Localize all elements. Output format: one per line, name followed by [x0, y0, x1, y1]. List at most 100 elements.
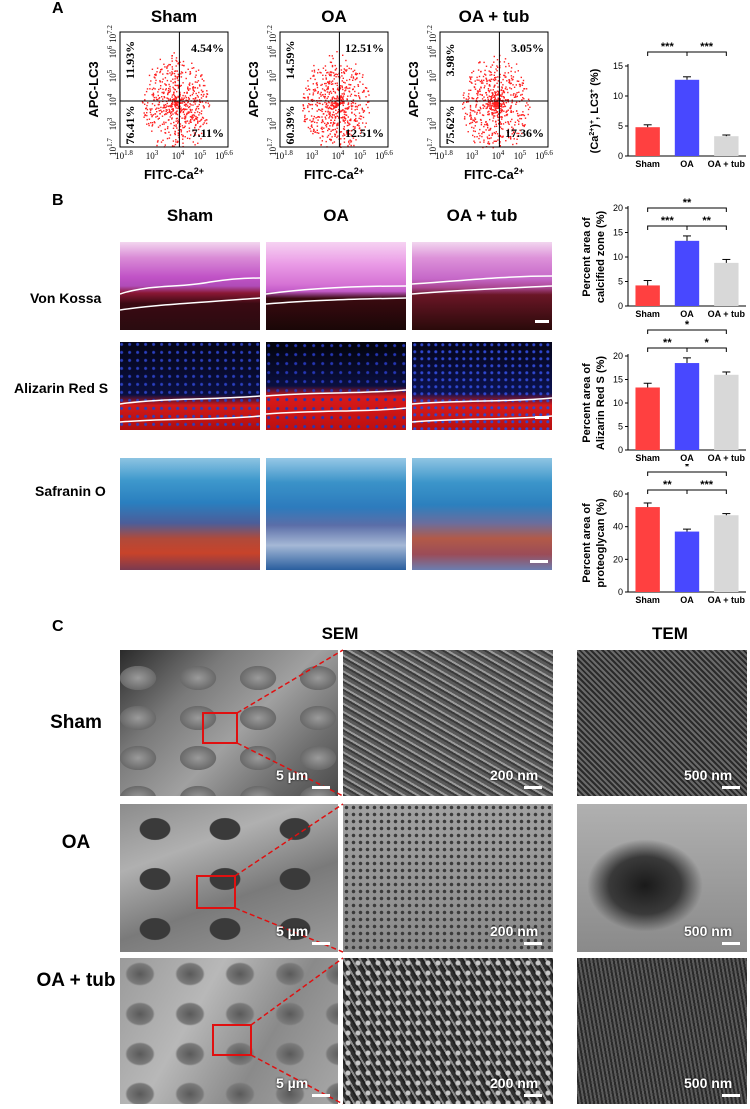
row-label-von-kossa: Von Kossa [30, 290, 102, 306]
c-row-label-oa-tub: OA + tub [36, 970, 116, 991]
bar-0 [635, 387, 660, 450]
col-title-sham: Sham [166, 206, 214, 225]
bar-1 [674, 79, 700, 156]
sig-label: ** [663, 337, 672, 349]
y-tick-label: 0 [618, 151, 623, 161]
row-label-safranin: Safranin O [35, 483, 106, 499]
sem-high-sham-image [343, 650, 553, 796]
bar-2 [714, 515, 739, 592]
flow-xtick: 105 [194, 149, 207, 161]
flow-plot-1: OA 12.51% 12.51% 14.59% 60.39% 107.2 106 105 104… [246, 7, 393, 182]
flow-plot-frame [279, 31, 389, 148]
col-title-sem: SEM [321, 624, 359, 643]
col-title-oa: OA [323, 206, 349, 225]
y-axis-label: Percent area of [581, 363, 593, 443]
safranin-oa-image [266, 458, 406, 570]
flow-ytick: 104 [106, 93, 118, 106]
flow-xtick: 101.8 [275, 149, 293, 161]
flow-xtick: 101.8 [435, 149, 453, 161]
flow-ytick: 106 [106, 45, 118, 58]
y-axis-label: Alizarin Red S (%) [595, 356, 607, 450]
sig-bracket [686, 489, 727, 494]
sig-label: * [685, 464, 690, 473]
flow-xtick: 104 [172, 149, 185, 161]
tem-oa-tub-image [577, 958, 747, 1104]
y-axis-label: proteoglycan (%) [595, 498, 607, 588]
sig-label: ** [702, 215, 711, 227]
safranin-sham-image [120, 458, 260, 570]
scale-bar-5um-sham [312, 786, 330, 789]
y-tick-label: 10 [613, 252, 623, 262]
scale-label-500nm-oa: 500 nm [684, 923, 733, 939]
flow-ylabel: APC-LC3 [406, 61, 421, 117]
flow-ytick: 105 [266, 69, 278, 82]
flow-xtick: 106.6 [215, 149, 233, 161]
bar-2 [714, 136, 739, 156]
x-tick-label: OA [680, 309, 694, 319]
flow-ytick: 105 [106, 69, 118, 82]
y-tick-label: 20 [613, 554, 623, 564]
safranin-oa-tub-image [412, 458, 552, 570]
bar-0 [635, 285, 660, 306]
flow-plot-frame [119, 31, 229, 148]
flow-event-cloud [302, 51, 370, 148]
y-tick-label: 60 [613, 489, 623, 499]
scale-label-200nm-oa-tub: 200 nm [490, 1075, 539, 1091]
scale-label-5um-sham: 5 µm [276, 767, 309, 783]
x-tick-label: Sham [635, 453, 660, 463]
flow-xlabel: FITC-Ca2+ [304, 166, 364, 182]
panel-c-letter: C [52, 618, 64, 635]
y-tick-label: 10 [613, 91, 623, 101]
von-kossa-tidemark-lines [120, 275, 552, 323]
quadrant-ur: 3.05% [511, 41, 544, 55]
flow-ytick: 101.7 [426, 138, 438, 156]
flow-plot-title: OA + tub [459, 7, 530, 26]
y-tick-label: 40 [613, 522, 623, 532]
panel-a-bar-chart: 0 5 10 15 Sham OA OA + tub *** *** (Ca2+)+, LC3+ … [589, 41, 746, 169]
x-tick-label: OA [680, 595, 694, 605]
quadrant-lr: 7.11% [192, 126, 224, 140]
x-tick-label: OA + tub [708, 309, 746, 319]
flow-ylabel: APC-LC3 [86, 61, 101, 117]
flow-ytick: 103 [106, 117, 118, 130]
scale-label-200nm-oa: 200 nm [490, 923, 539, 939]
scale-bar-500nm-sham [722, 786, 740, 789]
y-tick-label: 5 [618, 422, 623, 432]
y-tick-label: 5 [618, 277, 623, 287]
panel-b-letter: B [52, 192, 64, 209]
alizarin-oa-image [266, 342, 406, 430]
c-row-label-sham: Sham [50, 712, 102, 733]
flow-event-cloud [462, 54, 531, 149]
quadrant-lr: 17.36% [505, 126, 544, 140]
quadrant-ul: 11.93% [123, 41, 137, 79]
scale-bar-500nm-oa-tub [722, 1094, 740, 1097]
row-label-alizarin: Alizarin Red S [14, 380, 109, 396]
sig-bracket [647, 329, 727, 334]
scale-bar-200nm-oa-tub [524, 1094, 542, 1097]
flow-plot-2: OA + tub 3.05% 17.36% 3.98% 75.62% 107.2 106 10… [406, 7, 553, 182]
y-tick-label: 15 [613, 228, 623, 238]
col-title-tem: TEM [652, 624, 688, 643]
y-axis-label: (Ca2+)+, LC3+ (%) [589, 68, 601, 153]
flow-xtick: 103 [306, 149, 319, 161]
y-axis-label: calcified zone (%) [595, 211, 607, 304]
alizarin-oa-tub-image [412, 342, 552, 430]
y-tick-label: 5 [618, 121, 623, 131]
y-tick-label: 15 [613, 375, 623, 385]
sig-bracket [686, 51, 727, 56]
sig-label: *** [661, 41, 675, 53]
y-axis-label: Percent area of [581, 503, 593, 583]
flow-ytick: 106 [266, 45, 278, 58]
flow-ytick: 103 [266, 117, 278, 130]
scale-label-5um-oa: 5 µm [276, 923, 309, 939]
col-title-oa-tub: OA + tub [446, 206, 518, 225]
scale-label-500nm-sham: 500 nm [684, 767, 733, 783]
scale-bar-500nm-oa [722, 942, 740, 945]
flow-xtick: 101.8 [115, 149, 133, 161]
quadrant-ll: 60.39% [283, 106, 297, 145]
quadrant-ll: 76.41% [123, 106, 137, 145]
y-tick-label: 15 [613, 61, 623, 71]
flow-xlabel: FITC-Ca2+ [464, 166, 524, 182]
alizarin-tidemark-lines [120, 389, 552, 423]
